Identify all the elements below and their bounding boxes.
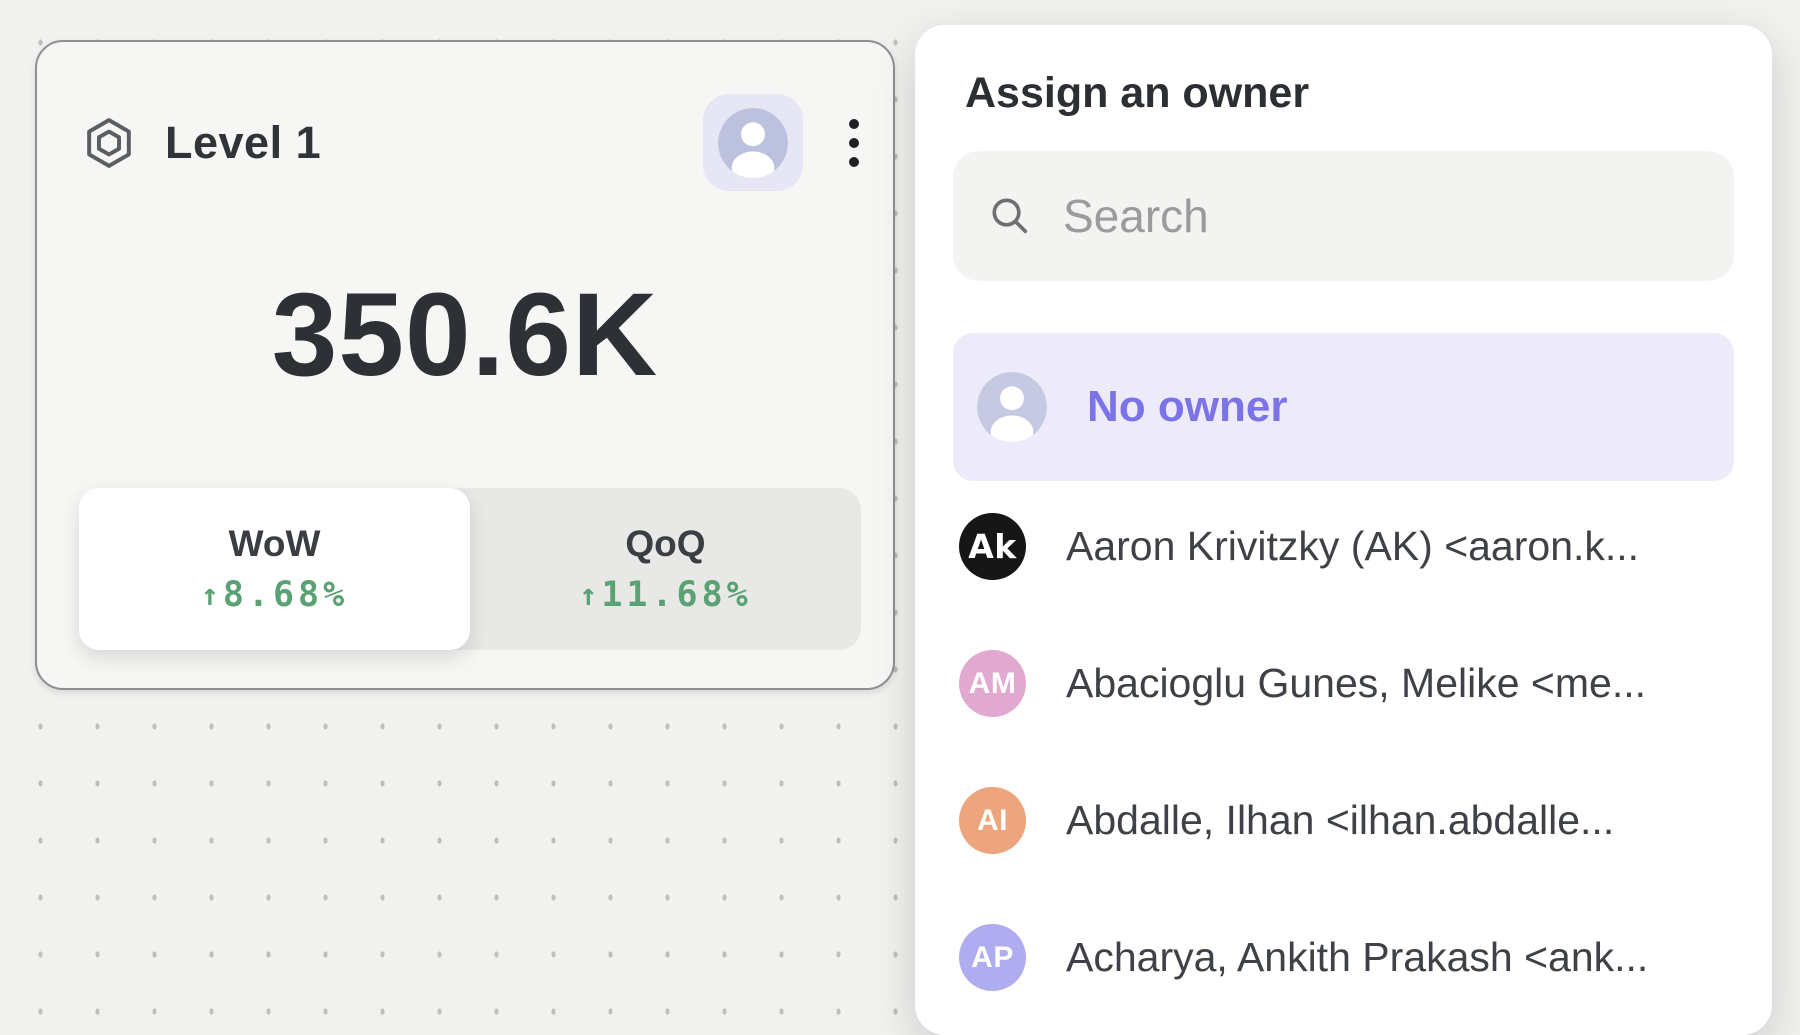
assign-owner-panel: Assign an owner No owner Ak Aaron Krivit… <box>915 25 1772 1035</box>
tab-qoq-label: QoQ <box>625 523 706 564</box>
avatar: AM <box>959 650 1026 717</box>
tab-wow-delta-value: 8.68% <box>222 575 349 615</box>
tab-wow-label: WoW <box>228 523 321 564</box>
search-icon <box>992 198 1028 234</box>
metric-card-level-1[interactable]: Level 1 350.6K WoW ↑ 8.68% QoQ <box>35 40 895 690</box>
person-name: Aaron Krivitzky (AK) <aaron.k... <box>1066 523 1640 569</box>
list-item-person[interactable]: AI Abdalle, Ilhan <ilhan.abdalle... <box>959 787 1734 854</box>
person-name: Abdalle, Ilhan <ilhan.abdalle... <box>1066 797 1615 843</box>
metric-card-header: Level 1 <box>81 94 863 191</box>
panel-title: Assign an owner <box>965 69 1310 117</box>
search-box[interactable] <box>953 151 1734 281</box>
tab-qoq[interactable]: QoQ ↑ 11.68% <box>470 488 861 650</box>
tab-wow[interactable]: WoW ↑ 8.68% <box>79 488 470 650</box>
people-list: Ak Aaron Krivitzky (AK) <aaron.k... AM A… <box>953 513 1734 991</box>
person-name: Abacioglu Gunes, Melike <me... <box>1066 660 1646 706</box>
tab-qoq-delta-value: 11.68% <box>601 575 752 615</box>
comparison-tab-bar: WoW ↑ 8.68% QoQ ↑ 11.68% <box>79 488 861 650</box>
up-arrow-icon: ↑ <box>200 577 219 613</box>
tab-qoq-delta: ↑ 11.68% <box>579 575 752 615</box>
card-title: Level 1 <box>165 116 322 168</box>
tab-wow-delta: ↑ 8.68% <box>201 575 348 615</box>
no-owner-label: No owner <box>1087 382 1288 431</box>
owner-avatar-placeholder-icon <box>718 107 788 178</box>
hexagon-node-icon <box>87 117 131 168</box>
person-name: Acharya, Ankith Prakash <ank... <box>1066 934 1649 980</box>
list-item-person[interactable]: AM Abacioglu Gunes, Melike <me... <box>959 650 1734 717</box>
metric-value: 350.6K <box>271 269 659 401</box>
avatar: AP <box>959 924 1026 991</box>
up-arrow-icon: ↑ <box>579 577 598 613</box>
card-menu-kebab-icon[interactable] <box>845 113 863 173</box>
search-input[interactable] <box>1063 189 1700 243</box>
option-no-owner[interactable]: No owner <box>953 333 1734 481</box>
no-owner-avatar-icon <box>977 372 1047 442</box>
list-item-person[interactable]: Ak Aaron Krivitzky (AK) <aaron.k... <box>959 513 1734 580</box>
avatar: AI <box>959 787 1026 854</box>
list-item-person[interactable]: AP Acharya, Ankith Prakash <ank... <box>959 924 1734 991</box>
avatar: Ak <box>959 513 1026 580</box>
assign-owner-button[interactable] <box>703 94 803 191</box>
